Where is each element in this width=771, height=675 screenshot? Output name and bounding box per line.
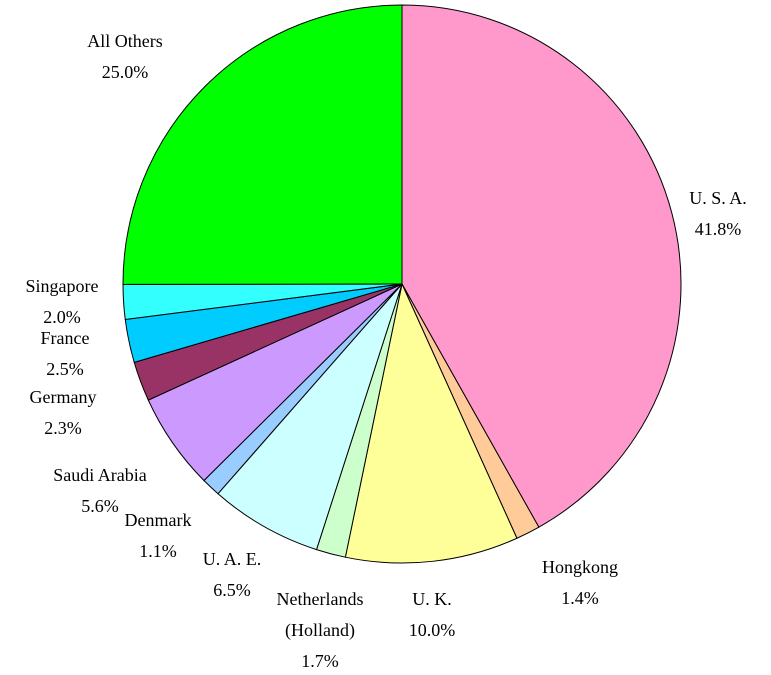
slice-label: Denmark 1.1% <box>125 505 192 567</box>
category-label: Saudi Arabia <box>53 465 147 485</box>
category-label: U. A. E. <box>202 549 262 569</box>
value-label: 6.5% <box>213 580 251 600</box>
slice-label: Germany 2.3% <box>30 382 97 444</box>
pie-slice <box>122 4 403 285</box>
slice-label: U. S. A. 41.8% <box>689 183 747 245</box>
category-label: Germany <box>29 387 97 407</box>
value-label: 10.0% <box>408 620 456 640</box>
pie-slice <box>401 4 682 528</box>
category-label: U. S. A. <box>689 188 747 208</box>
slice-label: Saudi Arabia 5.6% <box>53 460 146 522</box>
value-label: 1.7% <box>301 651 339 671</box>
value-label: 5.6% <box>81 496 119 516</box>
value-label: 1.1% <box>139 541 177 561</box>
category-label: All Others <box>87 31 163 51</box>
category-label: Netherlands (Holland) <box>276 589 364 640</box>
slice-label: Singapore 2.0% <box>26 271 99 333</box>
value-label: 2.3% <box>44 418 82 438</box>
value-label: 2.0% <box>43 307 81 327</box>
category-label: France <box>40 328 90 348</box>
value-label: 25.0% <box>101 62 149 82</box>
pie-slice <box>344 282 518 564</box>
slice-label: U. A. E. 6.5% <box>203 544 262 606</box>
slice-label: All Others 25.0% <box>87 26 163 88</box>
value-label: 1.4% <box>561 588 599 608</box>
category-label: Singapore <box>25 276 99 296</box>
slice-label: Hongkong 1.4% <box>542 552 618 614</box>
value-label: 2.5% <box>46 359 84 379</box>
value-label: 41.8% <box>694 219 742 239</box>
pie-slice <box>217 283 403 551</box>
category-label: U. K. <box>412 589 452 609</box>
slice-label: Netherlands (Holland) 1.7% <box>265 584 375 675</box>
category-label: Denmark <box>124 510 192 530</box>
slice-label: France 2.5% <box>41 323 90 385</box>
slice-label: U. K. 10.0% <box>409 584 456 646</box>
category-label: Hongkong <box>542 557 618 577</box>
